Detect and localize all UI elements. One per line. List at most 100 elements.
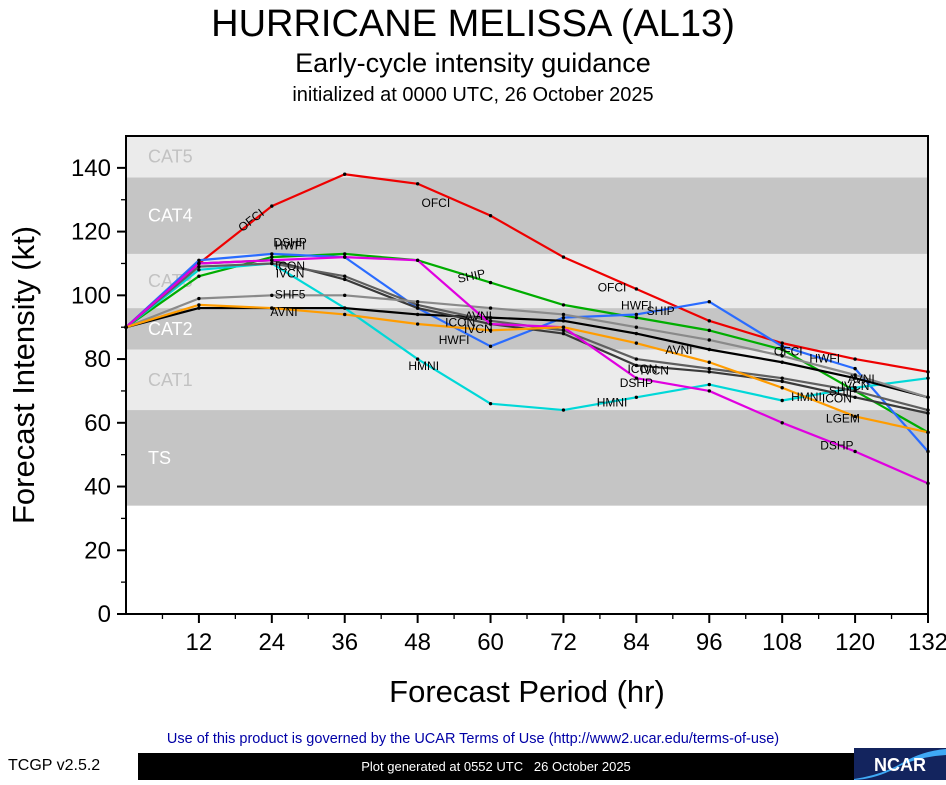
data-point bbox=[197, 306, 201, 310]
data-point bbox=[488, 328, 493, 333]
data-point bbox=[561, 303, 566, 307]
data-point bbox=[488, 280, 493, 285]
y-tick-label: 120 bbox=[71, 219, 111, 246]
band-label-cat1: CAT1 bbox=[148, 370, 193, 390]
line-label-hmni: HMNI bbox=[597, 396, 628, 410]
band-cat5 bbox=[126, 136, 928, 178]
x-tick-label: 12 bbox=[186, 629, 213, 656]
data-point bbox=[343, 277, 347, 282]
data-point bbox=[634, 287, 639, 291]
line-label-ofci: OFCI bbox=[422, 196, 451, 210]
generated-text: Plot generated at 0552 UTC 26 October 20… bbox=[361, 759, 631, 774]
line-label-hwfi: HWFI bbox=[439, 333, 470, 347]
data-point bbox=[197, 268, 201, 272]
data-point bbox=[270, 204, 274, 208]
data-point bbox=[634, 341, 639, 345]
x-axis-label: Forecast Period (hr) bbox=[389, 674, 665, 709]
line-label-hwfi: HWFI bbox=[809, 351, 840, 365]
series-line-lgem bbox=[124, 303, 930, 434]
model-series-layer bbox=[124, 172, 930, 486]
data-point bbox=[707, 328, 711, 333]
data-point bbox=[415, 312, 420, 317]
ncar-logo-swoosh-icon bbox=[854, 749, 946, 780]
data-point bbox=[707, 338, 711, 342]
line-label-avni: AVNI bbox=[665, 343, 692, 357]
data-point bbox=[197, 264, 201, 269]
data-point bbox=[488, 213, 493, 218]
line-label-ship: SHIP bbox=[829, 384, 857, 398]
data-point bbox=[853, 414, 857, 419]
line-label-ivcn: IVCN bbox=[276, 267, 305, 281]
data-point bbox=[561, 408, 566, 412]
y-tick-label: 60 bbox=[84, 410, 111, 437]
line-label-dshp: DSHP bbox=[620, 376, 653, 390]
line-label-dshp: DSHP bbox=[820, 438, 853, 452]
page-title: HURRICANE MELISSA (AL13) bbox=[211, 3, 735, 45]
data-point bbox=[488, 322, 493, 326]
series-line-hwfi bbox=[124, 252, 930, 453]
data-point bbox=[853, 376, 857, 380]
data-point bbox=[270, 261, 274, 266]
data-point bbox=[780, 379, 784, 384]
line-label-icon: ICON bbox=[275, 259, 305, 273]
data-point bbox=[197, 303, 201, 307]
data-point bbox=[853, 389, 857, 393]
data-point bbox=[780, 341, 784, 345]
data-point bbox=[343, 293, 347, 298]
x-tick-label: 96 bbox=[696, 629, 723, 656]
band-label-ts: TS bbox=[148, 448, 171, 468]
line-label-ivcn: IVCN bbox=[640, 363, 669, 377]
data-point bbox=[634, 315, 639, 320]
y-tick-label: 80 bbox=[84, 346, 111, 373]
data-point bbox=[707, 382, 711, 387]
line-label-dshp: DSHP bbox=[273, 235, 306, 249]
data-point bbox=[488, 319, 493, 323]
data-point bbox=[197, 261, 201, 266]
ncar-logo-text: NCAR bbox=[874, 755, 926, 775]
band-label-cat2: CAT2 bbox=[148, 319, 193, 339]
data-point bbox=[343, 252, 347, 256]
x-tick-label: 24 bbox=[258, 629, 285, 656]
x-tick-label: 132 bbox=[908, 629, 946, 656]
x-tick-label: 84 bbox=[623, 629, 650, 656]
data-point bbox=[270, 293, 274, 298]
data-point bbox=[780, 398, 784, 403]
data-point bbox=[343, 306, 347, 310]
data-point bbox=[853, 395, 857, 400]
data-point bbox=[707, 370, 711, 374]
data-point bbox=[415, 300, 420, 304]
line-label-avni: AVNI bbox=[848, 372, 875, 386]
data-point bbox=[634, 331, 639, 336]
model-labels-layer: OFCIOFCIOFCIOFCISHIPSHIPSHIPHWFIHWFIHWFI… bbox=[236, 196, 875, 453]
line-label-ivcn: IVCN bbox=[841, 379, 870, 393]
line-label-hwfi: HWFI bbox=[621, 298, 652, 312]
data-point bbox=[561, 255, 566, 259]
band-label-cat5: CAT5 bbox=[148, 147, 193, 167]
line-label-avni: AVNI bbox=[270, 305, 297, 319]
data-point bbox=[343, 255, 347, 259]
header: HURRICANE MELISSA (AL13) Early-cycle int… bbox=[0, 0, 946, 107]
data-point bbox=[415, 303, 420, 307]
y-axis-label: Forecast Intensity (kt) bbox=[6, 226, 41, 524]
y-tick-label: 20 bbox=[84, 537, 111, 564]
data-point bbox=[853, 366, 857, 371]
version-label: TCGP v2.5.2 bbox=[8, 757, 101, 774]
data-point bbox=[270, 255, 274, 259]
line-label-shf5: SHF5 bbox=[275, 287, 306, 301]
ncar-logo: NCAR bbox=[854, 748, 946, 780]
line-label-ship: SHIP bbox=[647, 304, 675, 318]
data-point bbox=[415, 322, 420, 326]
data-point bbox=[561, 328, 566, 333]
line-label-ofci: OFCI bbox=[598, 280, 627, 294]
data-point bbox=[415, 306, 420, 310]
data-point bbox=[780, 360, 784, 364]
data-point bbox=[270, 252, 274, 256]
x-tick-label: 108 bbox=[762, 629, 802, 656]
generated-bar: Plot generated at 0552 UTC 26 October 20… bbox=[138, 753, 854, 780]
x-tick-label: 120 bbox=[835, 629, 875, 656]
line-label-ship: SHIP bbox=[456, 266, 486, 286]
data-point bbox=[853, 386, 857, 390]
data-point bbox=[561, 325, 566, 329]
